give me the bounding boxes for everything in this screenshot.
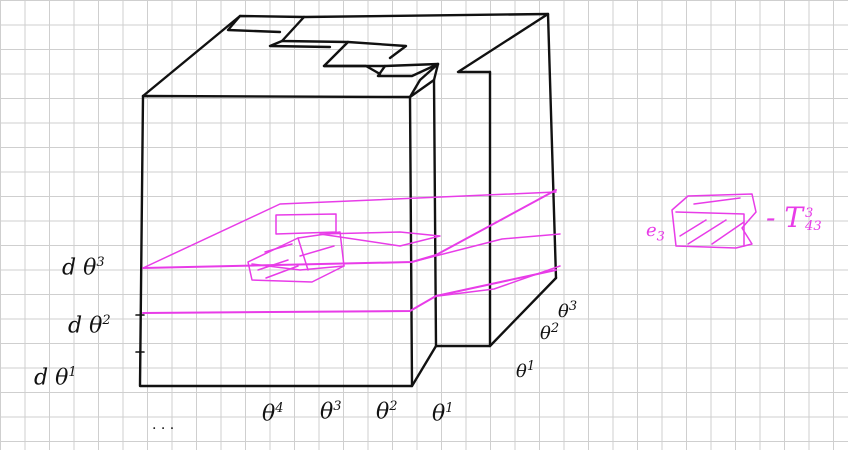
- tensor-label-sub: 43: [805, 218, 822, 234]
- right-label-theta3: θ3: [558, 300, 577, 321]
- right-label-theta2-sup: 2: [550, 321, 560, 336]
- element-label: e3: [646, 222, 665, 244]
- bottom-label-theta1: θ1: [432, 402, 454, 425]
- magenta-planes: [142, 189, 757, 314]
- tensor-label-sup: 3: [805, 205, 814, 221]
- bottom-label-theta4-base: θ: [262, 401, 276, 427]
- left-label-dtheta2-sup: 2: [102, 313, 111, 328]
- left-label-dtheta3: d θ3: [62, 256, 105, 279]
- left-label-dtheta1: d θ1: [34, 366, 77, 389]
- right-label-theta3-sup: 3: [568, 299, 578, 314]
- right-label-theta1: θ1: [516, 360, 535, 381]
- dots-label: . . .: [152, 418, 174, 432]
- cube-frame: [138, 12, 558, 388]
- bottom-label-theta1-base: θ: [432, 401, 446, 427]
- right-label-theta1-base: θ: [516, 361, 527, 382]
- bottom-label-theta3-sup: 3: [333, 399, 342, 414]
- dots-text: . . .: [152, 417, 175, 433]
- element-label-prefix: e: [646, 220, 657, 241]
- left-ticks: [135, 314, 145, 353]
- bottom-label-theta3: θ3: [320, 400, 342, 423]
- bottom-label-theta2: θ2: [376, 400, 398, 423]
- bottom-label-theta4: θ4: [262, 402, 284, 425]
- bottom-label-theta2-sup: 2: [389, 399, 398, 414]
- left-label-dtheta2-base: d θ: [68, 313, 103, 339]
- bottom-label-theta3-base: θ: [320, 399, 334, 425]
- bottom-label-theta4-sup: 4: [275, 401, 284, 416]
- left-label-dtheta3-sup: 3: [96, 255, 105, 270]
- right-label-theta2: θ2: [540, 322, 559, 343]
- right-label-theta3-base: θ: [558, 301, 569, 322]
- bottom-label-theta1-sup: 1: [445, 401, 454, 416]
- right-label-theta2-base: θ: [540, 323, 551, 344]
- left-label-dtheta1-base: d θ: [34, 365, 69, 391]
- bottom-label-theta2-base: θ: [376, 399, 390, 425]
- tensor-label: - T 3 43: [766, 204, 822, 233]
- left-label-dtheta2: d θ2: [68, 314, 111, 337]
- right-label-theta1-sup: 1: [526, 359, 536, 374]
- left-label-dtheta1-sup: 1: [68, 365, 77, 380]
- tensor-label-base: - T: [766, 201, 804, 234]
- element-label-sub: 3: [656, 229, 665, 245]
- left-label-dtheta3-base: d θ: [62, 255, 97, 281]
